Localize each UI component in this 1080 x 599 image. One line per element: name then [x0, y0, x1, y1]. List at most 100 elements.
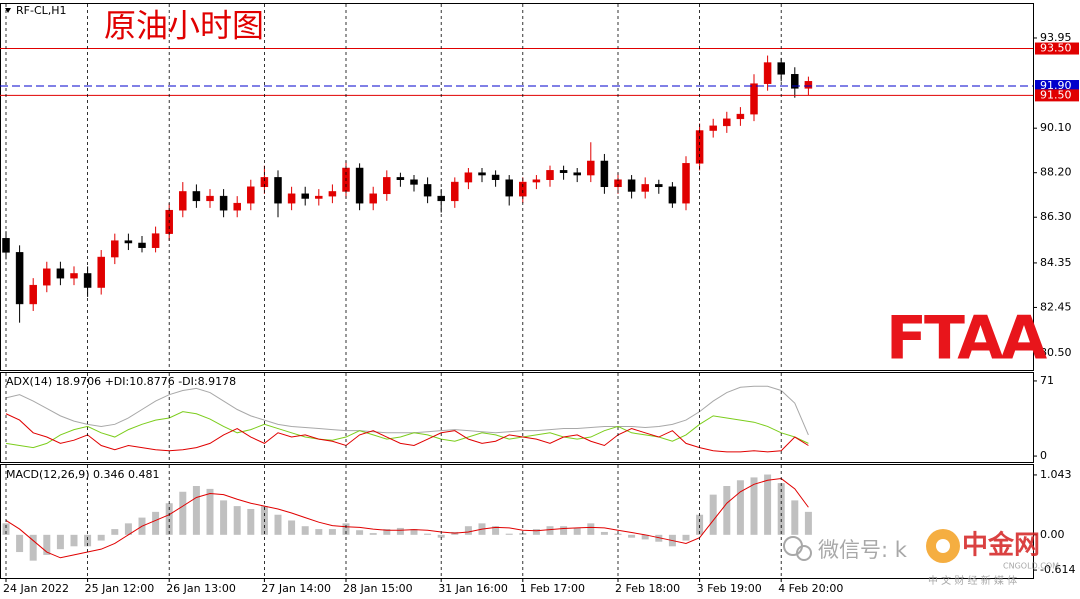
macd-bar [410, 529, 418, 535]
x-tick-label: 26 Jan 13:00 [166, 582, 236, 595]
macd-bar [505, 533, 513, 535]
macd-bar [152, 511, 160, 535]
watermark-site: CNGOLD.COM [1003, 562, 1059, 571]
price-level-box [1035, 42, 1079, 55]
candle-body [668, 186, 677, 204]
candle-body [233, 202, 241, 211]
macd-bar [383, 529, 391, 535]
candle-body [723, 118, 731, 127]
macd-title: MACD(12,26,9) 0.346 0.481 [6, 468, 160, 481]
macd-bar [709, 494, 717, 535]
chart-layer: 93.95 90.10 88.20 86.30 84.35 82.45 80.50 93.50… [0, 4, 1079, 595]
candle-body [478, 172, 486, 176]
macd-bar [220, 500, 228, 535]
macd-bar [804, 511, 812, 535]
macd-bar [288, 520, 296, 535]
candle-body [192, 191, 201, 202]
candle-body [247, 186, 255, 204]
x-tick-label: 25 Jan 12:00 [85, 582, 155, 595]
macd-bar [764, 474, 772, 535]
macd-bar [2, 523, 10, 535]
y-tick-label: 86.30 [1040, 210, 1072, 223]
macd-bar [723, 486, 731, 535]
macd-bar [192, 486, 200, 535]
candle-body [655, 184, 663, 188]
candle-body [600, 160, 609, 188]
candle-body [97, 256, 105, 288]
candle-body [274, 177, 282, 204]
price-level-box [1035, 89, 1079, 102]
indicator-line [5, 413, 809, 453]
candle-body [315, 195, 323, 199]
candle-body [423, 184, 432, 197]
macd-bar [301, 526, 309, 535]
macd-bar [532, 529, 540, 535]
panel-frames [0, 3, 1034, 579]
x-tick-label: 3 Feb 19:00 [697, 582, 762, 595]
candle-body [43, 268, 51, 286]
macd-bar [84, 534, 92, 547]
candle-body [369, 193, 377, 204]
x-tick-label: 27 Jan 14:00 [261, 582, 331, 595]
chart-subtitle: 原油小时图 [104, 7, 264, 45]
candle-body [736, 113, 745, 120]
candle-body [546, 170, 554, 180]
macd-bar [682, 534, 690, 541]
watermark: 微信号: k 中金网 CNGOLD.COM 中 文 财 经 新 媒 体 [783, 529, 1059, 587]
indicator-line [5, 411, 809, 449]
candle-body [328, 191, 337, 197]
candle-body [559, 170, 568, 173]
adx-title: ADX(14) 18.9706 +DI:10.8776 -DI:8.9178 [6, 375, 236, 388]
macd-bar [641, 534, 649, 540]
macd-bar [424, 533, 432, 535]
price-level-label: 91.90 [1040, 79, 1072, 92]
y-tick-label: 90.10 [1040, 121, 1072, 134]
macd-bar [56, 534, 64, 550]
menu-arrow [5, 8, 11, 13]
y-tick-label: 71 [1040, 374, 1054, 387]
candle-body [695, 130, 704, 164]
candle-body [396, 177, 405, 180]
y-tick-label: 88.20 [1040, 166, 1072, 179]
macd-panel [0, 464, 1034, 579]
macd-bar [43, 534, 51, 555]
price-level-label: 91.50 [1040, 88, 1072, 101]
candle-body [791, 74, 799, 89]
y-tick-label: 0 [1040, 449, 1047, 462]
watermark-slogan: 中 文 财 经 新 媒 体 [928, 574, 1017, 587]
symbol-title: RF-CL,H1 [16, 4, 67, 17]
candle-body [287, 193, 296, 204]
candle-body [355, 167, 364, 204]
x-tick-label: 31 Jan 16:00 [438, 582, 508, 595]
macd-bar [16, 534, 24, 553]
macd-bar [315, 529, 323, 535]
candle-body [111, 240, 119, 258]
candle-body [124, 240, 133, 244]
candle-body [383, 177, 391, 195]
macd-bar [437, 534, 445, 538]
x-tick-label: 24 Jan 2022 [3, 582, 69, 595]
macd-bar [29, 534, 37, 561]
macd-bar [70, 534, 78, 547]
macd-bar [546, 526, 554, 535]
signal-line [5, 478, 809, 559]
candle-body [641, 184, 649, 192]
macd-bar [614, 533, 622, 535]
macd-bar [600, 531, 608, 535]
macd-bar [587, 523, 595, 535]
logo: FTAA [886, 304, 1048, 374]
wechat-icon [796, 545, 812, 561]
candle-body [709, 125, 717, 131]
macd-bar [233, 506, 241, 535]
candle-body [206, 195, 214, 202]
candle-body [763, 62, 772, 84]
y-tick-label: 1.043 [1040, 468, 1072, 481]
macd-bar [111, 529, 119, 535]
macd-bar [369, 533, 377, 535]
x-tick-label: 2 Feb 18:00 [615, 582, 680, 595]
candle-body [491, 174, 500, 180]
watermark-account: 微信号: k [818, 538, 908, 562]
indicator-line [5, 385, 809, 436]
